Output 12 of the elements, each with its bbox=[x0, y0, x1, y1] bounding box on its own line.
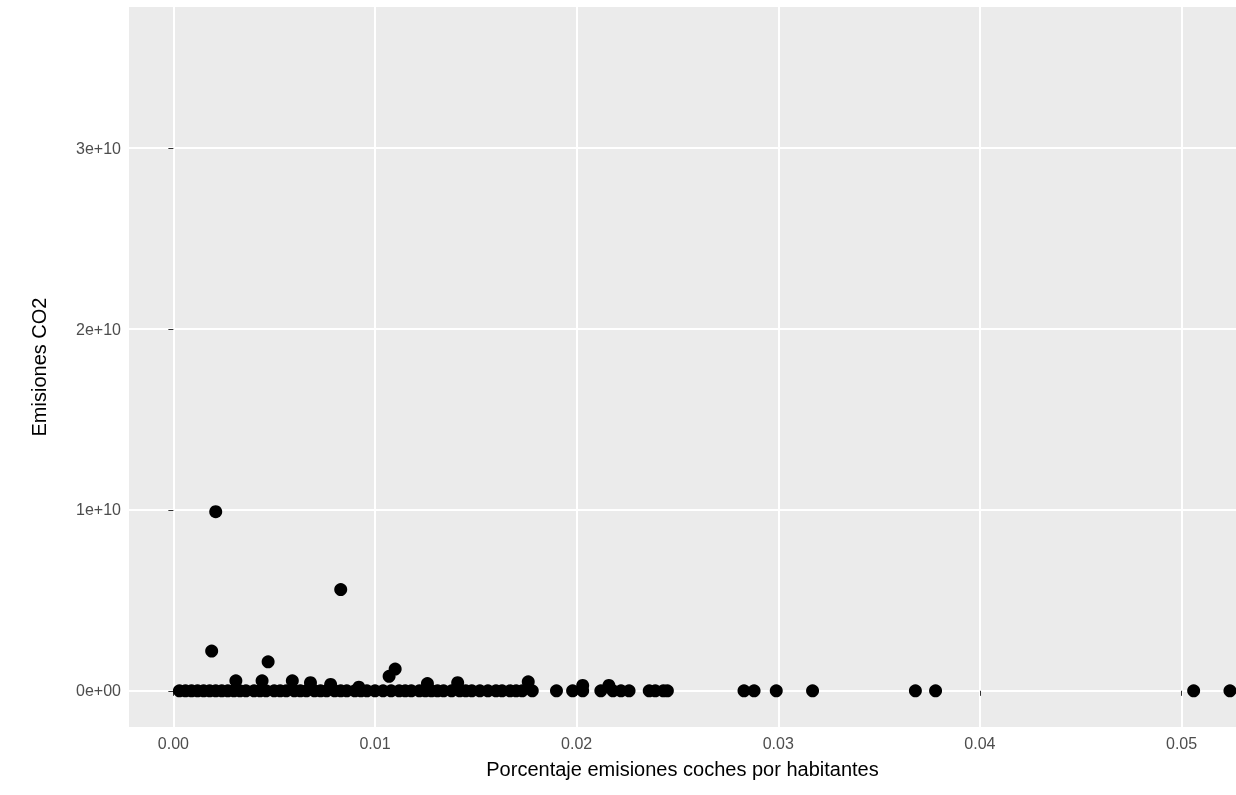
x-tick-label: 0.03 bbox=[762, 734, 794, 752]
x-tick-label: 0.04 bbox=[964, 734, 996, 752]
x-tick-label: 0.00 bbox=[157, 734, 190, 752]
y-tick-label: 3e+10 bbox=[76, 139, 122, 157]
x-tick-label: 0.05 bbox=[1165, 734, 1198, 752]
y-tick-label: 2e+10 bbox=[76, 320, 122, 338]
x-tick-label: 0.01 bbox=[359, 734, 391, 752]
x-tick-label: 0.02 bbox=[561, 734, 593, 752]
x-axis-title: Porcentaje emisiones coches por habitantes bbox=[486, 758, 879, 780]
y-tick-label: 0e+00 bbox=[76, 682, 122, 700]
y-axis-title: Emisiones CO2 bbox=[28, 297, 50, 437]
y-tick-label: 1e+10 bbox=[76, 501, 122, 519]
